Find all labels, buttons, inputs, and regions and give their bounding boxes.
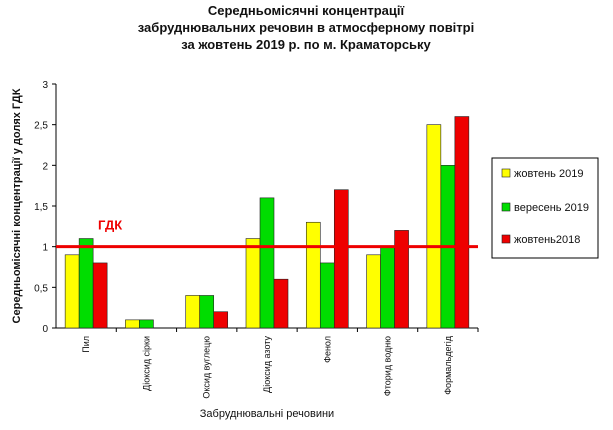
legend-label: вересень 2019	[514, 202, 589, 214]
y-tick-label: 1,5	[34, 202, 48, 213]
bar	[139, 319, 154, 329]
x-tick-label: Діоксид сірки	[141, 336, 151, 391]
y-tick-label: 1	[42, 243, 48, 254]
bar	[78, 238, 94, 329]
x-tick-label: Формальдегід	[443, 335, 453, 395]
plot-area: 0 0,5 1 1,5 2 2,5 3 Середньомісячні концентраці…	[11, 80, 479, 420]
bar	[199, 295, 215, 329]
bar	[394, 230, 409, 329]
bar	[319, 262, 335, 329]
legend-swatch	[501, 168, 511, 178]
bar	[305, 221, 321, 329]
y-tick-label: 0,5	[34, 283, 48, 294]
y-axis-title: Середньомісячні концентрації у долях ГДК	[11, 88, 23, 323]
bar	[185, 295, 201, 329]
bar	[92, 262, 108, 329]
bar	[426, 124, 442, 329]
y-tick-label: 0	[42, 324, 48, 335]
x-tick-label: Оксид вуглецю	[202, 336, 212, 399]
bar	[273, 278, 289, 329]
bar	[380, 246, 395, 329]
bar	[64, 254, 80, 329]
x-tick-label: Пил	[81, 336, 91, 353]
x-tick-label: Діоксид азоту	[262, 336, 272, 393]
reference-line-label: ГДК	[98, 218, 122, 233]
y-tick-label: 2,5	[34, 121, 48, 132]
chart-title-line: за жовтень 2019 р. по м. Краматорську	[181, 37, 431, 52]
legend-label: жовтень 2019	[514, 168, 583, 180]
bar	[366, 254, 381, 329]
y-tick-label: 2	[42, 161, 48, 172]
bar	[125, 319, 140, 329]
x-axis-title: Забруднювальні речовини	[200, 408, 334, 420]
bar	[245, 238, 261, 329]
legend: жовтень 2019 вересень 2019 жовтень2018	[491, 157, 599, 259]
legend-swatch	[501, 202, 511, 212]
x-tick-label: Фенол	[322, 336, 332, 363]
y-tick-label: 3	[42, 80, 48, 91]
chart-title-line: Середньомісячні концентрації	[208, 3, 405, 18]
bar	[454, 116, 470, 329]
chart-title: Середньомісячні концентрації забруднюваль…	[138, 3, 474, 52]
chart-title-line: забруднювальних речовин в атмосферному п…	[138, 20, 474, 35]
bar	[213, 311, 229, 329]
bar	[259, 197, 275, 329]
legend-swatch	[501, 234, 511, 244]
x-tick-label: Фторид водню	[383, 336, 393, 396]
legend-label: жовтень2018	[514, 234, 580, 246]
bar	[333, 189, 349, 329]
